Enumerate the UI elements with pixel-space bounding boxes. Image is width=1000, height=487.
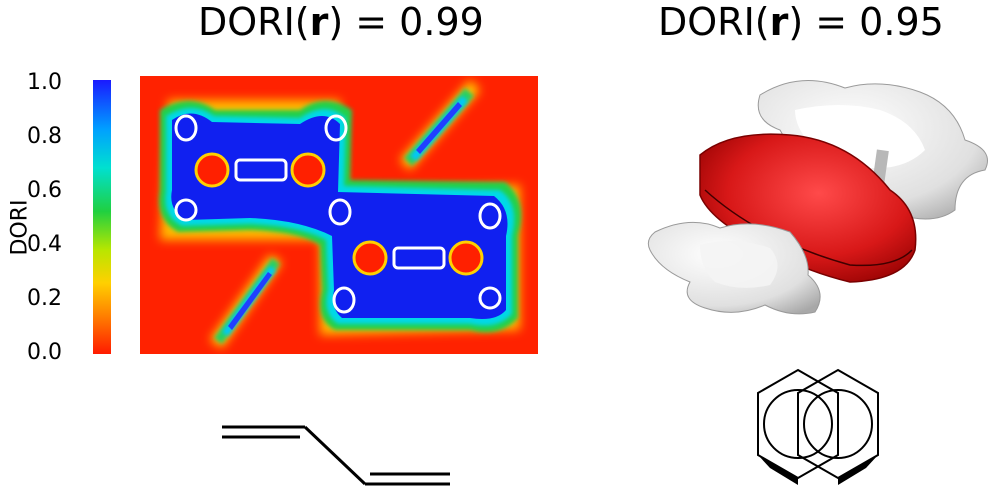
colorbar-tick-5: 0.2 (27, 286, 62, 311)
right-panel-title: DORI(r) = 0.95 (658, 0, 944, 44)
colorbar-tick-3: 0.6 (27, 178, 62, 203)
benzene-dimer-structure (757, 368, 879, 485)
colorbar-tick-6: 0.0 (27, 340, 62, 365)
colorbar-tick-2: 0.8 (27, 124, 62, 149)
colorbar-tick-4: 0.4 (27, 232, 62, 257)
butadiene-structure (222, 425, 450, 486)
dori-map (140, 76, 538, 354)
colorbar-tick-1: 1.0 (27, 70, 62, 95)
dori-isosurface-3d (647, 79, 988, 315)
colorbar (93, 80, 111, 354)
left-panel-title: DORI(r) = 0.99 (198, 0, 484, 44)
